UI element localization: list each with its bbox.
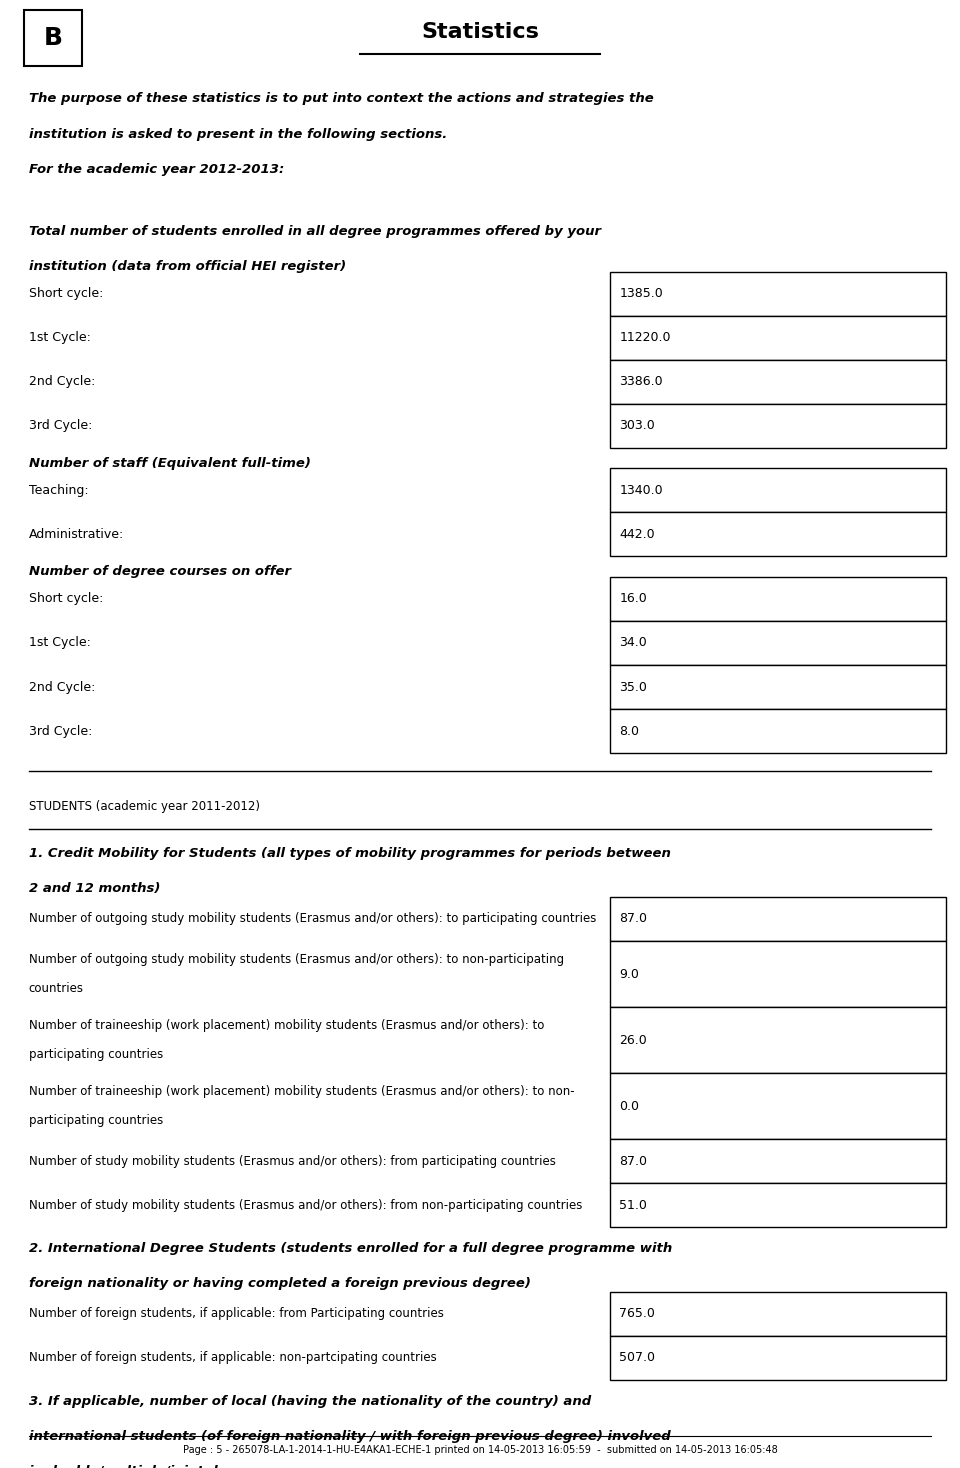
Text: Administrative:: Administrative:	[29, 528, 124, 540]
Text: 1. Credit Mobility for Students (all types of mobility programmes for periods be: 1. Credit Mobility for Students (all typ…	[29, 847, 671, 860]
Bar	[610, 1183, 946, 1227]
Text: countries: countries	[29, 982, 84, 995]
Text: 1340.0: 1340.0	[619, 484, 662, 496]
Text: 3. If applicable, number of local (having the nationality of the country) and: 3. If applicable, number of local (havin…	[29, 1395, 591, 1408]
Bar	[610, 1292, 946, 1336]
Text: Number of foreign students, if applicable: from Participating countries: Number of foreign students, if applicabl…	[29, 1308, 444, 1320]
Text: 1st Cycle:: 1st Cycle:	[29, 332, 90, 344]
Text: Number of foreign students, if applicable: non-partcipating countries: Number of foreign students, if applicabl…	[29, 1352, 437, 1364]
Text: participating countries: participating countries	[29, 1048, 163, 1061]
Text: Number of outgoing study mobility students (Erasmus and/or others): to non-parti: Number of outgoing study mobility studen…	[29, 953, 564, 966]
Text: participating countries: participating countries	[29, 1114, 163, 1127]
Bar	[24, 10, 82, 66]
Text: 11220.0: 11220.0	[619, 332, 671, 344]
Bar	[610, 941, 946, 1007]
Text: 0.0: 0.0	[619, 1100, 639, 1113]
Text: 442.0: 442.0	[619, 528, 655, 540]
Text: 87.0: 87.0	[619, 913, 647, 925]
Text: 9.0: 9.0	[619, 967, 639, 981]
Text: 2. International Degree Students (students enrolled for a full degree programme : 2. International Degree Students (studen…	[29, 1242, 672, 1255]
Text: 87.0: 87.0	[619, 1155, 647, 1167]
Text: 34.0: 34.0	[619, 637, 647, 649]
Bar	[610, 621, 946, 665]
Text: Number of study mobility students (Erasmus and/or others): from non-participatin: Number of study mobility students (Erasm…	[29, 1199, 582, 1211]
Text: 26.0: 26.0	[619, 1033, 647, 1047]
Text: Page : 5 - 265078-LA-1-2014-1-HU-E4AKA1-ECHE-1 printed on 14-05-2013 16:05:59  -: Page : 5 - 265078-LA-1-2014-1-HU-E4AKA1-…	[182, 1446, 778, 1455]
Bar	[610, 512, 946, 556]
Text: institution is asked to present in the following sections.: institution is asked to present in the f…	[29, 128, 447, 141]
Text: STUDENTS (academic year 2011-2012): STUDENTS (academic year 2011-2012)	[29, 800, 260, 813]
Text: in double/multiple/joint degrees:: in double/multiple/joint degrees:	[29, 1465, 274, 1468]
Bar	[610, 709, 946, 753]
Text: 2nd Cycle:: 2nd Cycle:	[29, 681, 95, 693]
Text: Total number of students enrolled in all degree programmes offered by your: Total number of students enrolled in all…	[29, 225, 601, 238]
Text: 507.0: 507.0	[619, 1352, 655, 1364]
Bar	[610, 1336, 946, 1380]
Text: Number of traineeship (work placement) mobility students (Erasmus and/or others): Number of traineeship (work placement) m…	[29, 1019, 544, 1032]
Text: 1385.0: 1385.0	[619, 288, 663, 299]
Text: 16.0: 16.0	[619, 593, 647, 605]
Bar	[610, 1007, 946, 1073]
Text: Number of study mobility students (Erasmus and/or others): from participating co: Number of study mobility students (Erasm…	[29, 1155, 556, 1167]
Text: Number of traineeship (work placement) mobility students (Erasmus and/or others): Number of traineeship (work placement) m…	[29, 1085, 574, 1098]
Text: 51.0: 51.0	[619, 1199, 647, 1211]
Text: 8.0: 8.0	[619, 725, 639, 737]
Text: 2nd Cycle:: 2nd Cycle:	[29, 376, 95, 388]
Text: Number of degree courses on offer: Number of degree courses on offer	[29, 565, 291, 578]
Bar	[610, 577, 946, 621]
Bar	[610, 1073, 946, 1139]
Bar	[610, 665, 946, 709]
Bar	[610, 897, 946, 941]
Text: 765.0: 765.0	[619, 1308, 655, 1320]
Text: 3rd Cycle:: 3rd Cycle:	[29, 420, 92, 432]
Bar	[610, 1139, 946, 1183]
Text: 35.0: 35.0	[619, 681, 647, 693]
Text: 3rd Cycle:: 3rd Cycle:	[29, 725, 92, 737]
Text: international students (of foreign nationality / with foreign previous degree) i: international students (of foreign natio…	[29, 1430, 670, 1443]
Text: 1st Cycle:: 1st Cycle:	[29, 637, 90, 649]
Text: 2 and 12 months): 2 and 12 months)	[29, 882, 160, 895]
Text: foreign nationality or having completed a foreign previous degree): foreign nationality or having completed …	[29, 1277, 531, 1290]
Text: B: B	[43, 26, 62, 50]
Bar	[610, 272, 946, 316]
Text: Number of staff (Equivalent full-time): Number of staff (Equivalent full-time)	[29, 457, 311, 470]
Text: Short cycle:: Short cycle:	[29, 288, 103, 299]
Bar	[610, 404, 946, 448]
Text: Short cycle:: Short cycle:	[29, 593, 103, 605]
Text: For the academic year 2012-2013:: For the academic year 2012-2013:	[29, 163, 284, 176]
Text: Teaching:: Teaching:	[29, 484, 88, 496]
Text: The purpose of these statistics is to put into context the actions and strategie: The purpose of these statistics is to pu…	[29, 92, 654, 106]
Bar	[610, 316, 946, 360]
Bar	[610, 468, 946, 512]
Bar	[610, 360, 946, 404]
Text: 303.0: 303.0	[619, 420, 655, 432]
Text: Number of outgoing study mobility students (Erasmus and/or others): to participa: Number of outgoing study mobility studen…	[29, 913, 596, 925]
Text: Statistics: Statistics	[421, 22, 539, 43]
Text: 3386.0: 3386.0	[619, 376, 662, 388]
Text: institution (data from official HEI register): institution (data from official HEI regi…	[29, 260, 346, 273]
